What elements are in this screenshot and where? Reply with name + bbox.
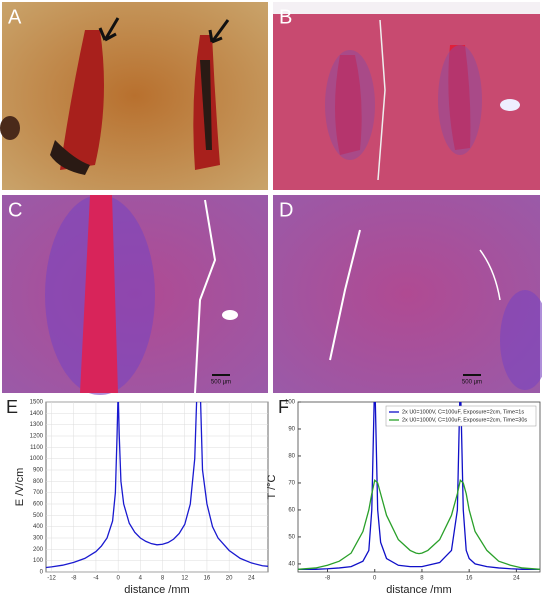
y-tick-label: 50: [288, 534, 295, 540]
x-tick-label: 24: [513, 576, 520, 582]
y-tick-label: 1200: [30, 434, 44, 440]
y-tick-label: 100: [33, 558, 44, 564]
x-tick-label: 0: [116, 576, 120, 582]
panel-label: B: [279, 6, 292, 28]
x-tick-label: 12: [181, 576, 188, 582]
panel-label: E: [6, 397, 18, 417]
y-tick-label: 1500: [30, 400, 44, 406]
y-tick-label: 600: [33, 502, 44, 508]
y-axis-label: T /°C: [266, 474, 278, 499]
scale-bar-label: 500 µm: [462, 380, 482, 386]
legend-label: 2x U0=1000V, C=100uF, Exposure=2cm, Time…: [402, 409, 524, 415]
panel-label: D: [279, 199, 293, 221]
photo-b: [273, 2, 540, 190]
x-axis-label: distance /mm: [386, 584, 451, 596]
y-tick-label: 1300: [30, 422, 44, 428]
y-tick-label: 100: [285, 400, 296, 406]
x-axis-label: distance /mm: [124, 584, 189, 596]
y-tick-label: 800: [33, 479, 44, 485]
photo-d: [273, 195, 542, 393]
y-tick-label: 1400: [30, 411, 44, 417]
y-tick-label: 1100: [30, 445, 44, 451]
y-tick-label: 1000: [30, 456, 44, 462]
x-tick-label: 16: [204, 576, 211, 582]
photo-c: [2, 195, 268, 395]
x-tick-label: 8: [161, 576, 165, 582]
x-tick-label: 4: [139, 576, 143, 582]
x-tick-label: 0: [373, 576, 377, 582]
y-tick-label: 40: [288, 561, 295, 567]
x-tick-label: 8: [420, 576, 424, 582]
x-tick-label: 16: [466, 576, 473, 582]
x-tick-label: -12: [47, 576, 56, 582]
y-tick-label: 80: [288, 454, 295, 460]
data-line: [298, 479, 540, 570]
panel-label: A: [8, 6, 22, 28]
chart: 40 50 60 70 80 90 100 -8 0 8 16 24 distance /mm T /°C…: [266, 397, 541, 596]
y-tick-label: 300: [33, 536, 44, 542]
y-tick-label: 70: [288, 481, 295, 487]
y-tick-label: 700: [33, 490, 44, 496]
panel-label: F: [278, 397, 289, 417]
y-tick-label: 500: [33, 513, 44, 519]
photo-a: [0, 2, 268, 190]
plot-area: [45, 401, 269, 573]
panel-label: C: [8, 199, 22, 221]
data-line: [46, 402, 268, 569]
y-tick-label: 0: [40, 570, 44, 576]
legend-label: 2x U0=1000V, C=100uF, Exposure=2cm, Time…: [402, 417, 527, 423]
data-line: [298, 402, 540, 570]
x-tick-label: -8: [71, 576, 77, 582]
scale-bar-label: 500 µm: [211, 380, 231, 386]
legend-box: [385, 405, 537, 427]
y-axis-label: E /V/cm: [14, 468, 26, 507]
x-tick-label: 24: [248, 576, 255, 582]
x-tick-label: -8: [325, 576, 331, 582]
plot-area: [297, 401, 541, 573]
chart: 0100200300400500600700800900100011001200…: [6, 397, 269, 596]
x-tick-label: 20: [226, 576, 233, 582]
x-tick-label: -4: [93, 576, 99, 582]
y-tick-label: 60: [288, 508, 295, 514]
y-tick-label: 90: [288, 427, 295, 433]
y-tick-label: 400: [33, 524, 44, 530]
y-tick-label: 200: [33, 547, 44, 553]
y-tick-label: 900: [33, 468, 44, 474]
